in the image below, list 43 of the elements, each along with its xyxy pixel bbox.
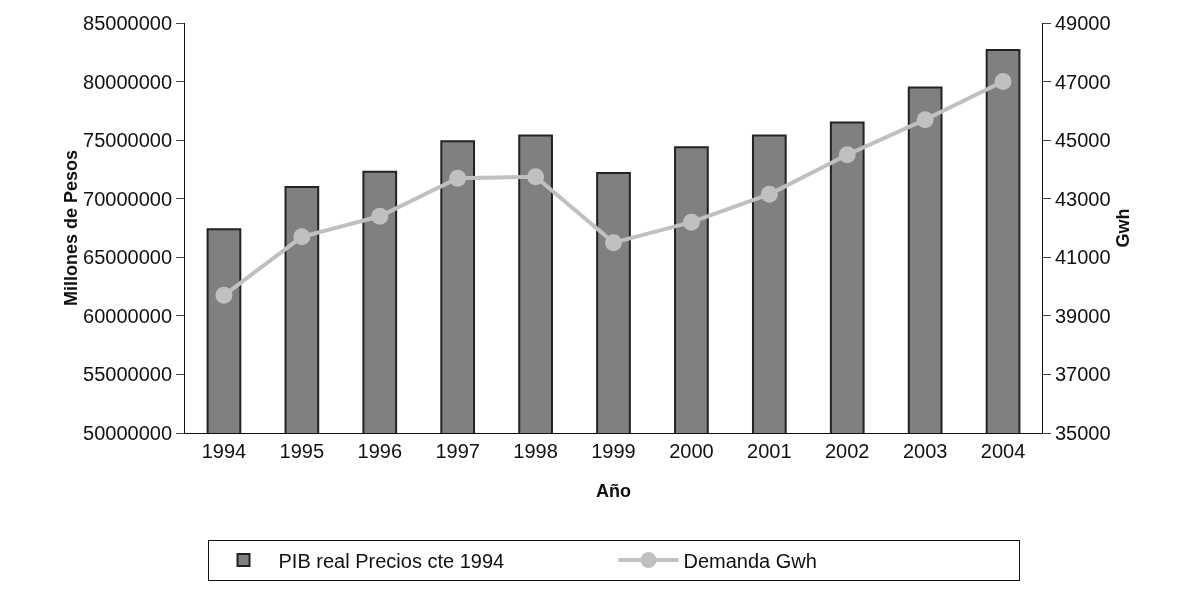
y-tick-label: 65000000 <box>83 246 172 269</box>
y-tick-label: 55000000 <box>83 363 172 386</box>
x-tick-label: 1999 <box>591 440 636 462</box>
legend-label: Demanda Gwh <box>683 549 817 572</box>
y2-tick-label: 45000 <box>1055 129 1111 152</box>
point <box>527 168 545 186</box>
y-tick-label: 50000000 <box>83 422 172 444</box>
point <box>449 169 467 187</box>
y2-tick-label: 41000 <box>1055 246 1111 269</box>
point <box>215 286 233 304</box>
y2-tick-label: 43000 <box>1055 187 1111 210</box>
y2-tick-label: 37000 <box>1055 363 1111 386</box>
y-tick-label: 85000000 <box>83 12 172 34</box>
point <box>371 207 389 225</box>
point <box>994 73 1012 91</box>
x-axis-title: Año <box>596 481 631 501</box>
point <box>605 234 622 252</box>
y-axis-title: Millones de Pesos <box>61 149 82 307</box>
x-tick-label: 2001 <box>747 440 792 462</box>
point <box>916 111 934 129</box>
y-tick-label: 70000000 <box>83 187 172 210</box>
y2-tick-label: 39000 <box>1055 304 1111 327</box>
x-tick-label: 1998 <box>513 440 558 462</box>
y2-tick-label: 49000 <box>1055 12 1111 34</box>
y-tick-label: 80000000 <box>83 70 172 93</box>
x-tick-label: 1995 <box>279 440 325 462</box>
x-tick-label: 1996 <box>357 440 403 462</box>
point <box>293 228 311 246</box>
point <box>760 185 778 203</box>
x-tick-label: 2003 <box>902 440 948 462</box>
x-tick-label: 1994 <box>201 440 247 462</box>
y-tick-label: 60000000 <box>83 304 172 327</box>
point <box>838 146 856 164</box>
y2-axis-title: Gwh <box>1112 208 1133 248</box>
legend-label: PIB real Precios cte 1994 <box>278 549 505 572</box>
y2-tick-label: 47000 <box>1055 70 1111 93</box>
x-tick-label: 2000 <box>669 440 714 462</box>
x-tick-label: 1997 <box>435 440 480 462</box>
x-tick-label: 2002 <box>824 440 870 462</box>
y-tick-label: 75000000 <box>83 129 172 152</box>
point <box>682 213 700 231</box>
y2-tick-label: 35000 <box>1055 422 1111 444</box>
x-tick-label: 2004 <box>980 440 1026 462</box>
